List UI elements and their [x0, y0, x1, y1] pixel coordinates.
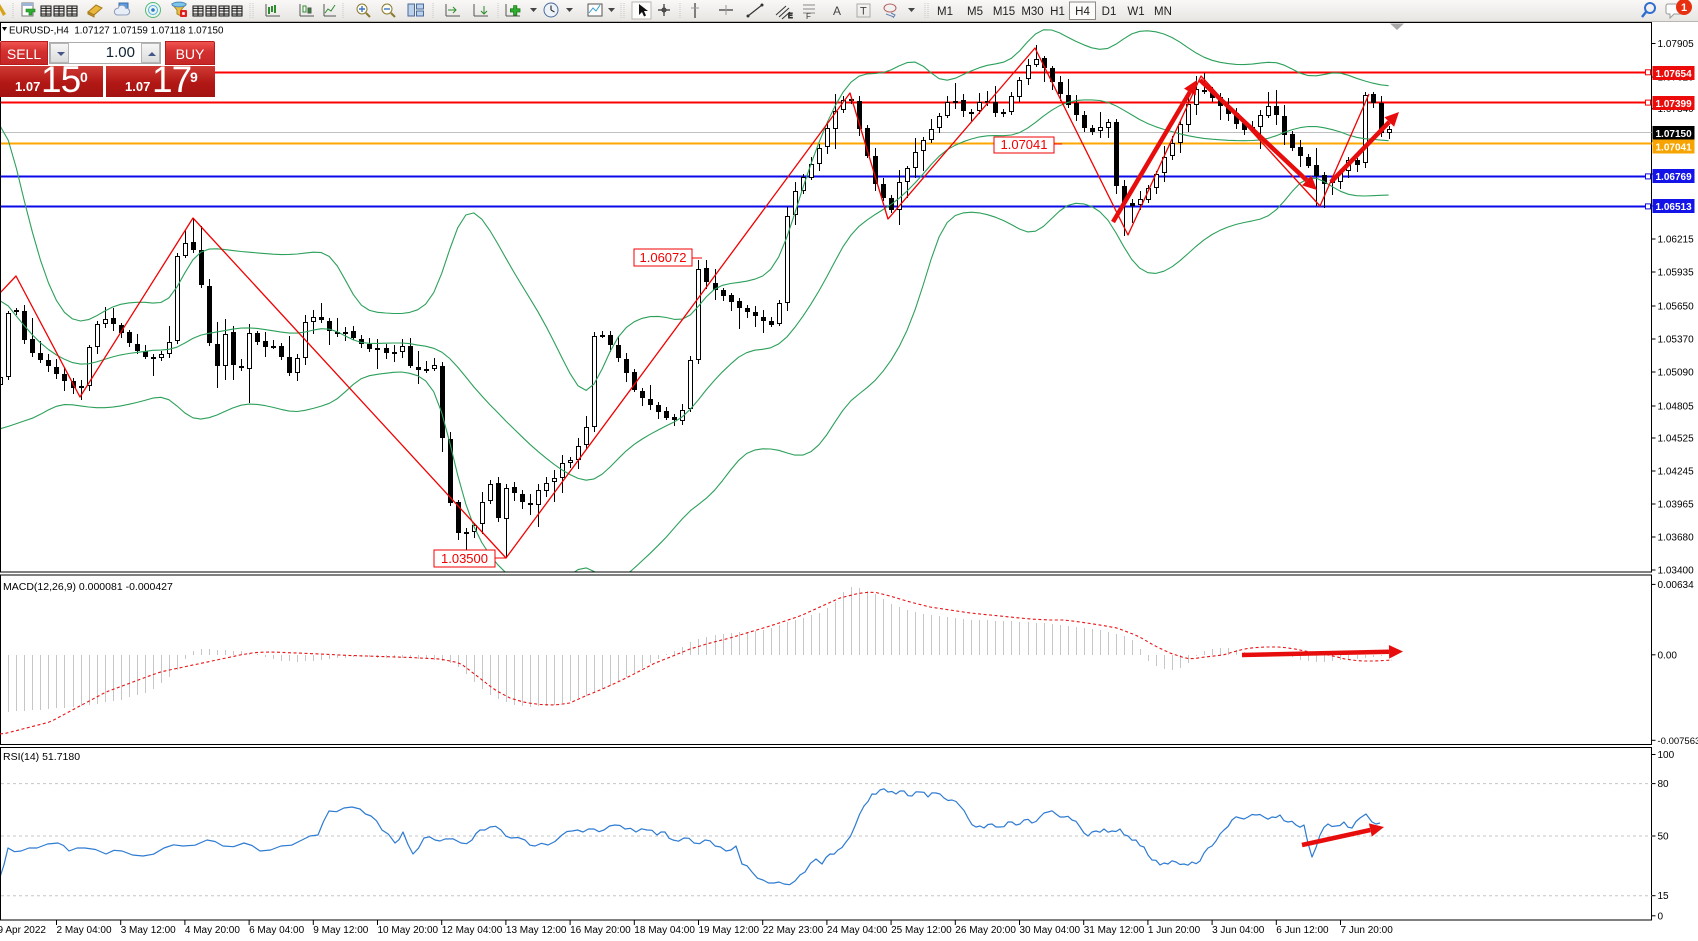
svg-text:3 May 12:00: 3 May 12:00: [121, 925, 176, 936]
svg-text:6 Jun 12:00: 6 Jun 12:00: [1276, 925, 1329, 936]
svg-text:1.04805: 1.04805: [1658, 402, 1695, 413]
svg-text:0: 0: [1658, 911, 1664, 922]
svg-text:T: T: [860, 6, 867, 18]
svg-text:1.05370: 1.05370: [1658, 335, 1695, 346]
svg-text:1.05650: 1.05650: [1658, 302, 1695, 313]
svg-text:22 May 23:00: 22 May 23:00: [763, 925, 824, 936]
svg-text:6 May 04:00: 6 May 04:00: [249, 925, 304, 936]
svg-text:3 Jun 04:00: 3 Jun 04:00: [1212, 925, 1265, 936]
svg-text:31 May 12:00: 31 May 12:00: [1084, 925, 1145, 936]
svg-text:1.07041: 1.07041: [1001, 137, 1048, 152]
svg-text:F: F: [806, 12, 811, 21]
svg-text:50: 50: [1658, 832, 1670, 843]
svg-text:1.06215: 1.06215: [1658, 235, 1695, 246]
svg-text:1.03400: 1.03400: [1658, 566, 1695, 577]
svg-text:MACD(12,26,9) 0.000081 -0.0004: MACD(12,26,9) 0.000081 -0.000427: [3, 581, 173, 593]
svg-text:25 May 12:00: 25 May 12:00: [891, 925, 952, 936]
svg-text:1.07905: 1.07905: [1658, 39, 1695, 50]
svg-text:24 May 04:00: 24 May 04:00: [827, 925, 888, 936]
svg-text:13 May 12:00: 13 May 12:00: [506, 925, 567, 936]
svg-text:100: 100: [1658, 750, 1675, 761]
svg-text:1.04245: 1.04245: [1658, 467, 1695, 478]
svg-text:1.06072: 1.06072: [640, 250, 687, 265]
svg-text:0.00: 0.00: [1658, 650, 1678, 661]
svg-text:10 May 20:00: 10 May 20:00: [378, 925, 439, 936]
svg-text:16 May 20:00: 16 May 20:00: [570, 925, 631, 936]
svg-text:1 Jun 20:00: 1 Jun 20:00: [1148, 925, 1201, 936]
svg-text:18 May 04:00: 18 May 04:00: [634, 925, 695, 936]
svg-text:9 May 12:00: 9 May 12:00: [313, 925, 368, 936]
svg-text:MN: MN: [1154, 6, 1172, 18]
svg-text:W1: W1: [1127, 6, 1144, 18]
svg-text:19 May 12:00: 19 May 12:00: [699, 925, 760, 936]
svg-text:1.06513: 1.06513: [1656, 202, 1693, 213]
svg-text:1.04525: 1.04525: [1658, 434, 1695, 445]
svg-text:0.00634: 0.00634: [1658, 580, 1695, 591]
svg-text:29 Apr 2022: 29 Apr 2022: [0, 925, 46, 936]
svg-text:30 May 04:00: 30 May 04:00: [1020, 925, 1081, 936]
svg-text:1: 1: [1681, 2, 1687, 14]
svg-text:12 May 04:00: 12 May 04:00: [442, 925, 503, 936]
svg-text:1.03500: 1.03500: [441, 551, 488, 566]
svg-text:4 May 20:00: 4 May 20:00: [185, 925, 240, 936]
svg-text:7 Jun 20:00: 7 Jun 20:00: [1341, 925, 1394, 936]
svg-text:A: A: [833, 4, 841, 18]
svg-text:1.05935: 1.05935: [1658, 268, 1695, 279]
svg-text:1.03965: 1.03965: [1658, 500, 1695, 511]
svg-text:M1: M1: [937, 6, 953, 18]
svg-text:E: E: [788, 13, 793, 20]
svg-text:1.07041: 1.07041: [1656, 143, 1693, 154]
svg-text:1.07150: 1.07150: [1656, 129, 1693, 140]
svg-text:80: 80: [1658, 779, 1670, 790]
svg-text:1.06769: 1.06769: [1656, 172, 1693, 183]
svg-text:H4: H4: [1075, 6, 1090, 18]
svg-text:H1: H1: [1050, 6, 1065, 18]
svg-text:M15: M15: [993, 6, 1015, 18]
svg-text:1.07654: 1.07654: [1656, 69, 1693, 80]
svg-text:D1: D1: [1102, 6, 1117, 18]
svg-text:M30: M30: [1021, 6, 1043, 18]
svg-text:-0.007563: -0.007563: [1658, 736, 1698, 747]
svg-text:RSI(14) 51.7180: RSI(14) 51.7180: [3, 751, 80, 763]
svg-text:M5: M5: [967, 6, 983, 18]
svg-text:1.05090: 1.05090: [1658, 368, 1695, 379]
svg-text:2 May 04:00: 2 May 04:00: [57, 925, 112, 936]
svg-text:1.07399: 1.07399: [1656, 99, 1693, 110]
svg-text:15: 15: [1658, 891, 1670, 902]
svg-text:1.03680: 1.03680: [1658, 533, 1695, 544]
svg-text:EURUSD-,H4 1.07127 1.07159 1.: EURUSD-,H4 1.07127 1.07159 1.07118 1.071…: [9, 26, 224, 37]
svg-text:26 May 20:00: 26 May 20:00: [955, 925, 1016, 936]
